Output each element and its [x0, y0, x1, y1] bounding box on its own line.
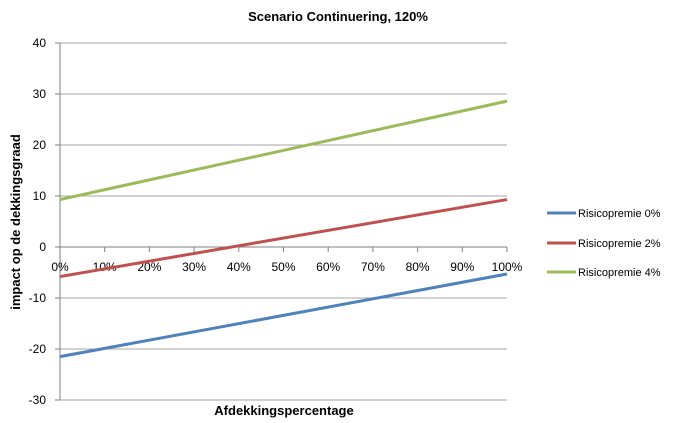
x-tick-label: 0%	[51, 260, 69, 274]
x-tick-label: 50%	[271, 260, 295, 274]
series-lines	[59, 99, 508, 359]
x-axis-label: Afdekkingspercentage	[214, 403, 353, 418]
x-tick-label: 100%	[492, 260, 523, 274]
chart-title: Scenario Continuering, 120%	[248, 9, 428, 24]
x-tick-labels: 0% 10% 20% 30% 40% 50% 60% 70% 80% 90% 100%	[51, 260, 522, 274]
y-axis-label: impact op de dekkingsgraad	[8, 134, 23, 310]
y-tick-label: 30	[33, 87, 47, 101]
x-tick-label: 70%	[361, 260, 385, 274]
x-tick-label: 30%	[182, 260, 206, 274]
series-line-0	[59, 272, 508, 359]
y-tick-label: 20	[33, 138, 47, 152]
legend-label-2: Risicopremie 4%	[578, 267, 661, 279]
y-tick-label: -10	[29, 291, 47, 305]
gridlines	[60, 42, 507, 401]
y-tick-label: -20	[29, 342, 47, 356]
y-tick-labels: -30 -20 -10 0 10 20 30 40	[29, 36, 47, 407]
series-line-1	[59, 198, 508, 279]
legend-label-0: Risicopremie 0%	[578, 208, 661, 220]
series-line-2	[59, 99, 508, 202]
x-tick-label: 60%	[316, 260, 340, 274]
y-tick-label: 40	[33, 36, 47, 50]
y-tick-label: -30	[29, 393, 47, 407]
x-tick-label: 90%	[450, 260, 474, 274]
axes	[55, 42, 508, 401]
y-tick-label: 0	[39, 240, 46, 254]
legend: Risicopremie 0% Risicopremie 2% Risicoprem…	[547, 208, 661, 279]
x-tick-label: 40%	[227, 260, 251, 274]
y-tick-label: 10	[33, 189, 47, 203]
x-tick-label: 80%	[406, 260, 430, 274]
legend-label-1: Risicopremie 2%	[578, 238, 661, 250]
